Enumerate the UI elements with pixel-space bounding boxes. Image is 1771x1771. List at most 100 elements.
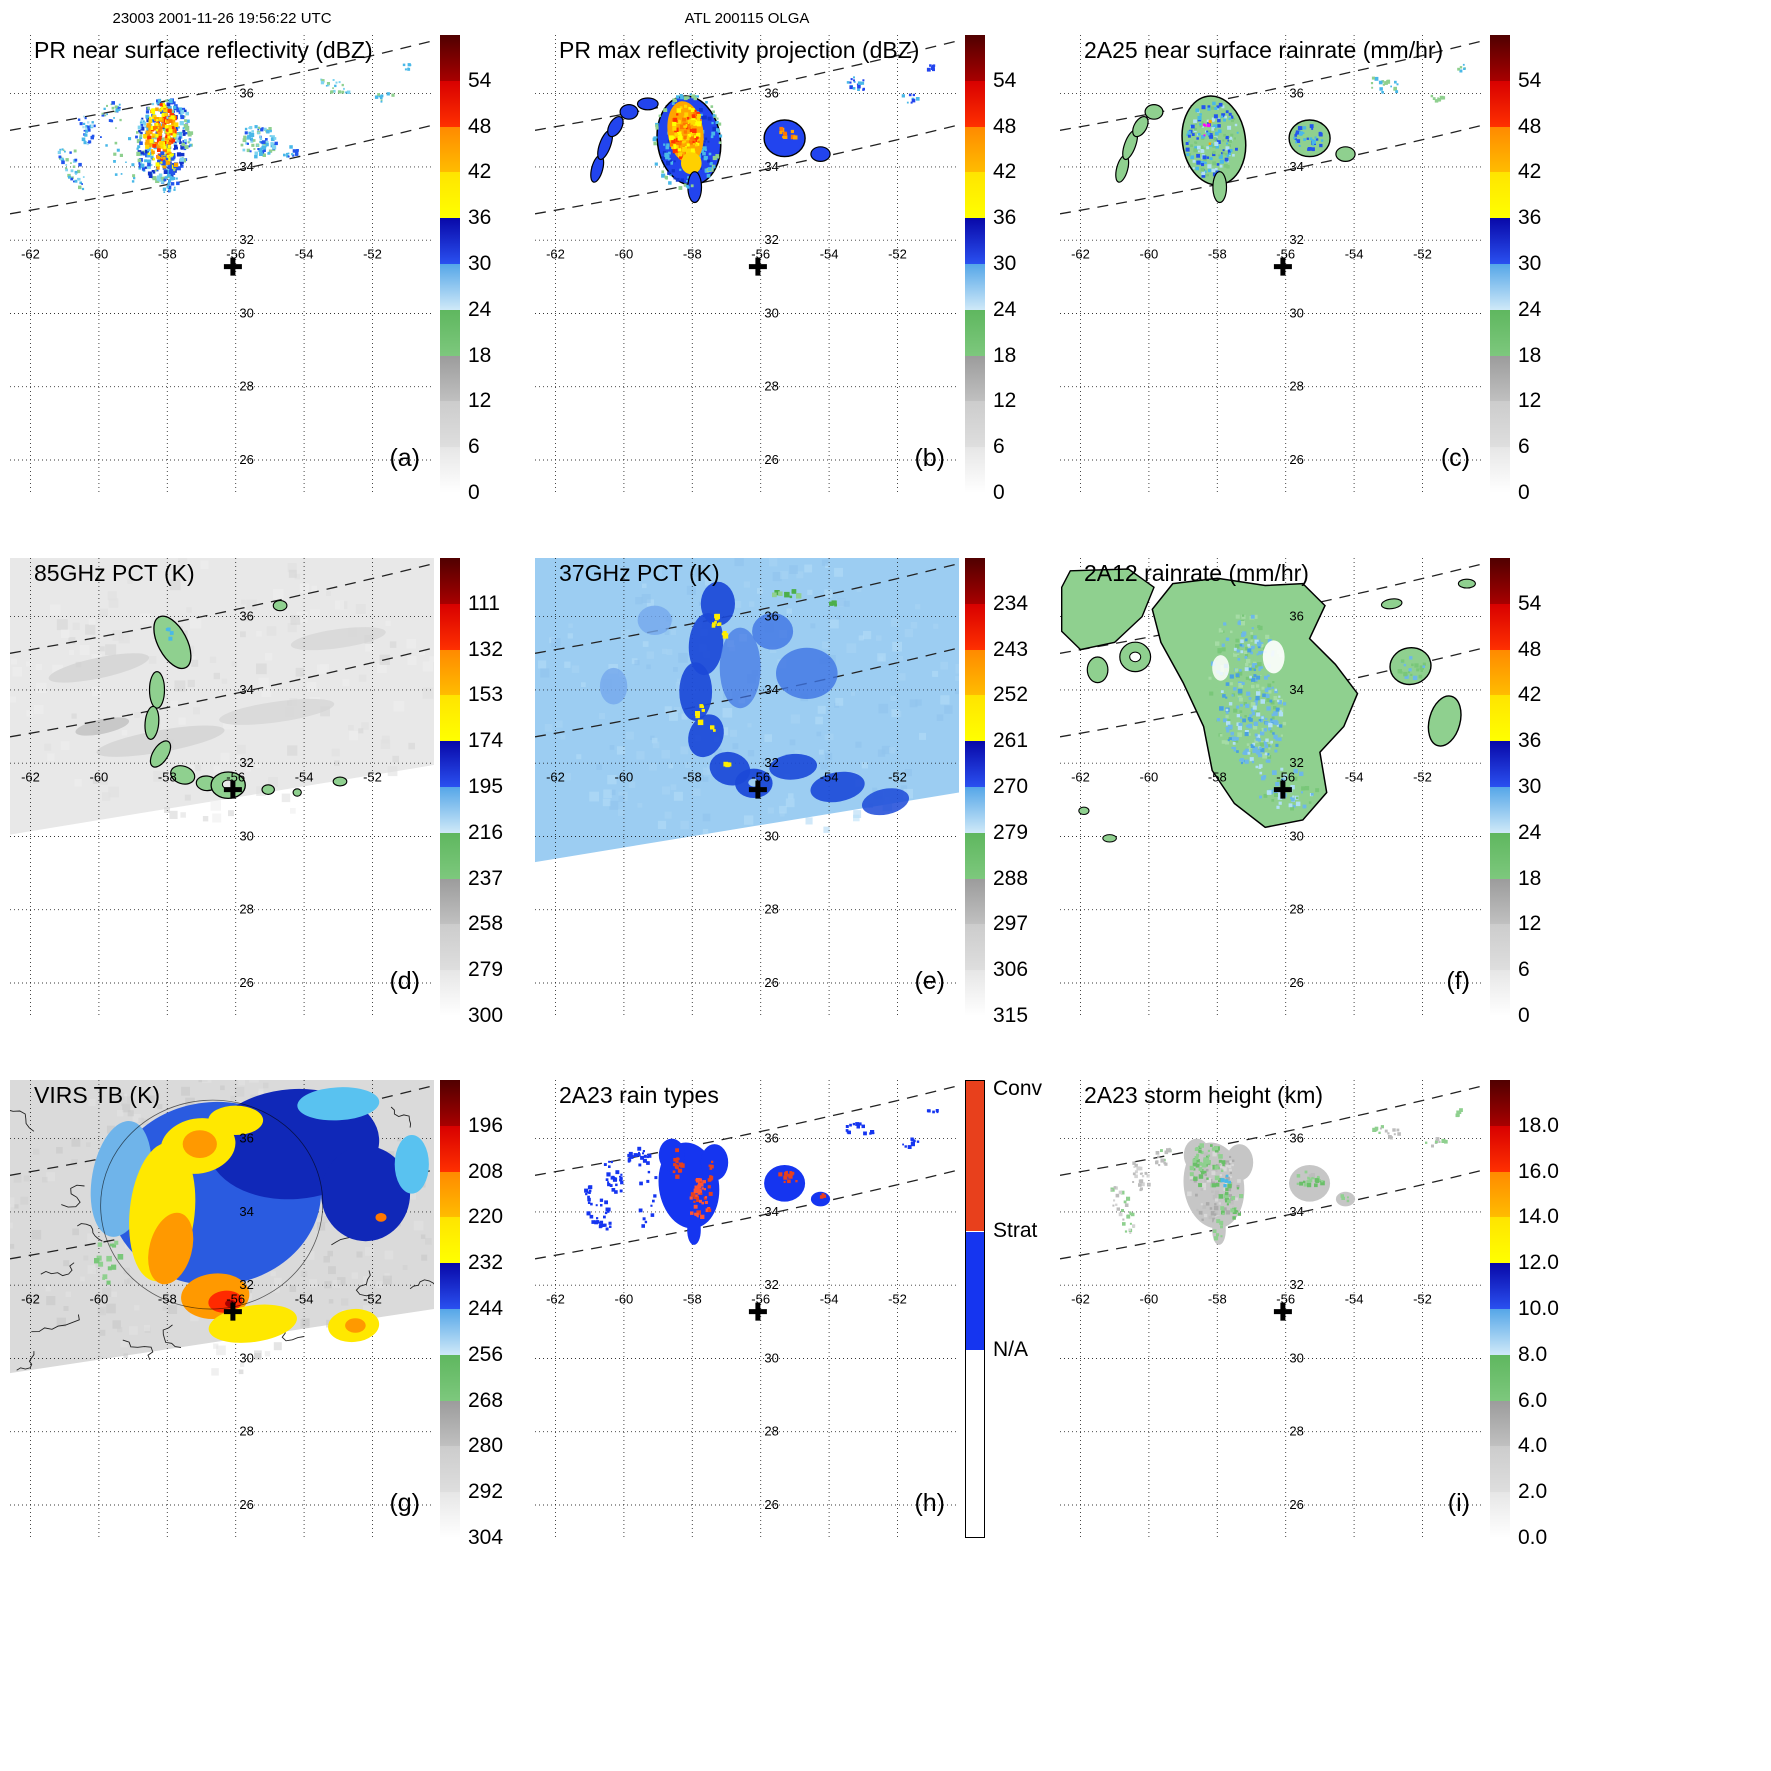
map-feature [69,650,75,656]
map-feature [690,1211,694,1215]
map-feature [1234,718,1239,723]
map-feature [253,148,256,150]
map-feature [734,600,742,608]
map-d: -62 -60 -58 -56 -54 -52 26 28 30 32 34 36 85GHz PCT… [10,558,434,1016]
map-feature [649,762,657,771]
map-feature [600,1204,603,1207]
map-feature [1133,1166,1136,1168]
map-feature [166,148,171,153]
map-feature [404,68,407,71]
map-feature [1212,101,1216,106]
map-feature [258,677,269,689]
lat-grid-label: 32 [1289,1277,1303,1292]
map-feature [1164,1162,1168,1166]
lon-grid-label: -54 [295,770,314,785]
map-feature [99,1329,106,1336]
map-feature [287,623,297,633]
map-feature [1113,1186,1117,1189]
map-feature [1211,117,1216,121]
map-feature [696,1210,701,1215]
map-feature [674,133,678,137]
lat-grid-label: 32 [764,232,778,247]
lon-grid-label: -56 [226,1292,245,1307]
map-feature [1236,1184,1240,1188]
map-feature [1218,102,1223,107]
map-feature [563,772,571,781]
lat-grid-label: 34 [1289,682,1303,697]
map-feature [81,187,85,191]
map-feature [1222,1167,1227,1172]
map-feature [915,604,921,610]
colorbar-segment [1490,1125,1510,1172]
map-feature [380,94,384,98]
map-feature [1238,683,1243,688]
map-feature [1255,696,1260,701]
map-feature [1203,134,1206,137]
map-feature [703,140,706,143]
map-feature [42,1176,48,1183]
map-feature [20,1196,29,1205]
map-feature [1292,795,1295,798]
map-feature [1309,137,1313,141]
map-feature [1400,659,1405,663]
map-feature [138,1117,144,1123]
panel-a: -62 -60 -58 -56 -54 -52 26 28 30 32 34 36 PR near s… [0,0,521,521]
colorbar-segment [1490,1309,1510,1355]
map-feature [1378,1131,1381,1134]
map-feature [668,158,671,161]
map-feature [402,1265,408,1270]
map-feature [1209,691,1214,696]
map-feature [1290,785,1295,790]
map-feature [695,1194,698,1197]
map-feature [1214,1165,1219,1170]
map-feature [1209,157,1213,161]
map-feature [249,126,253,130]
map-feature [149,139,154,144]
map-feature [10,696,17,703]
map-feature [595,1204,598,1207]
map-feature [1241,681,1245,685]
map-feature [1214,1211,1218,1216]
map-feature [170,118,176,123]
lon-grid-label: -52 [1413,247,1432,262]
map-feature [683,130,688,134]
map-feature [272,599,288,612]
map-feature [1195,166,1199,171]
map-feature [1215,1152,1221,1157]
map-feature [674,707,681,714]
map-feature [784,1172,788,1176]
map-feature [168,151,172,155]
map-feature [646,1179,650,1183]
map-feature [653,568,662,577]
map-feature [845,1129,849,1132]
map-feature [1268,690,1272,694]
map-feature [138,166,142,170]
map-feature [114,1240,119,1245]
colorbar-segment [440,309,460,356]
map-feature [1441,1138,1446,1143]
map-feature [714,613,720,620]
colorbar-segment [1490,218,1510,264]
map-feature [1122,1222,1126,1226]
map-feature [836,598,846,607]
map-feature [46,1172,56,1182]
map-feature [772,572,782,582]
lat-grid-label: 36 [1289,609,1303,624]
map-feature [1267,639,1272,643]
map-feature [146,127,150,131]
map-feature [167,135,171,139]
panel-e: -62 -60 -58 -56 -54 -52 26 28 30 32 34 36 37GHz PCT… [525,523,1046,1044]
map-feature [1116,1207,1120,1211]
map-feature [178,136,182,140]
map-feature [147,159,152,164]
map-feature [1086,656,1109,684]
map-feature [1264,752,1268,756]
map-feature [100,1099,324,1310]
map-feature [60,629,70,639]
map-feature [1267,683,1272,688]
lon-grid-label: -58 [683,1292,702,1307]
map-feature [1206,123,1211,128]
map-feature [1251,643,1256,648]
map-feature [1134,1174,1138,1179]
map-feature [343,87,345,90]
